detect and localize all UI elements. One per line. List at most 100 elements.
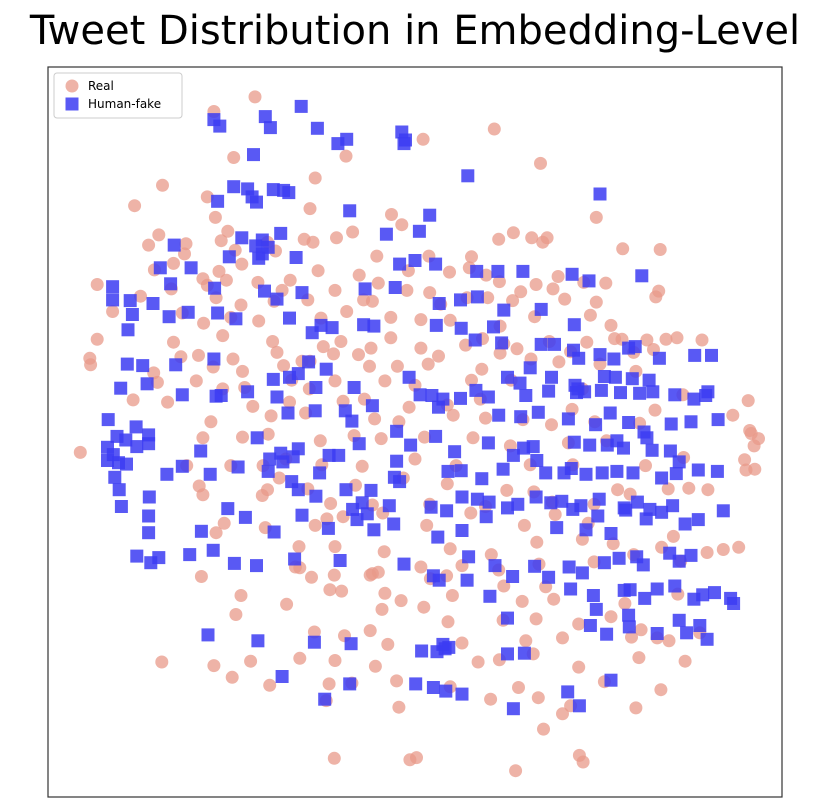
human-fake-point — [352, 437, 366, 451]
real-point — [306, 235, 320, 249]
human-fake-point — [270, 292, 284, 306]
human-fake-point — [114, 500, 128, 513]
human-fake-point — [283, 311, 296, 325]
human-fake-point — [432, 297, 446, 310]
real-point — [475, 362, 489, 376]
human-fake-point — [338, 404, 352, 418]
human-fake-point — [516, 264, 530, 278]
human-fake-point — [455, 524, 469, 537]
human-fake-point — [461, 169, 475, 183]
human-fake-point — [454, 293, 467, 307]
human-fake-point — [229, 312, 243, 326]
real-point — [700, 546, 714, 559]
human-fake-point — [572, 351, 586, 365]
human-fake-point — [211, 306, 225, 320]
human-fake-point — [705, 348, 718, 362]
human-fake-point — [534, 302, 548, 316]
human-fake-point — [672, 455, 686, 469]
real-point — [445, 589, 459, 602]
real-point — [90, 332, 104, 346]
real-point — [572, 748, 586, 762]
human-fake-point — [668, 388, 682, 402]
real-point — [255, 489, 269, 502]
human-fake-point — [497, 303, 511, 317]
human-fake-point — [250, 195, 263, 209]
human-fake-point — [318, 692, 332, 706]
real-point — [519, 634, 533, 648]
real-point — [629, 701, 643, 715]
human-fake-point — [526, 440, 540, 454]
human-fake-point — [652, 351, 666, 365]
real-point — [580, 335, 594, 349]
legend-box — [53, 72, 183, 119]
real-point — [266, 335, 280, 348]
human-fake-point — [343, 204, 357, 218]
human-fake-point — [344, 637, 358, 651]
human-fake-point — [684, 548, 698, 562]
human-fake-point — [506, 448, 520, 462]
human-fake-point — [136, 359, 150, 373]
human-fake-point — [345, 414, 359, 428]
real-point — [261, 427, 275, 441]
real-point — [625, 630, 638, 644]
human-fake-point — [687, 392, 701, 406]
plot-frame — [47, 66, 783, 798]
real-point — [392, 700, 406, 714]
human-fake-point — [146, 297, 160, 310]
human-fake-point — [666, 499, 680, 513]
real-point — [443, 542, 457, 556]
human-fake-point — [583, 438, 597, 452]
human-fake-point — [120, 357, 134, 371]
human-fake-point — [295, 286, 309, 300]
real-point — [414, 560, 428, 574]
human-fake-point — [119, 433, 133, 447]
human-fake-point — [235, 231, 249, 245]
real-point — [328, 654, 342, 667]
real-point — [661, 482, 675, 496]
human-fake-point — [276, 455, 290, 469]
real-point — [248, 90, 262, 104]
real-point — [167, 256, 180, 270]
real-point — [374, 432, 388, 446]
real-point — [323, 583, 337, 597]
real-point — [236, 364, 249, 378]
real-point — [441, 615, 455, 629]
real-point — [423, 286, 437, 300]
human-fake-point — [142, 509, 156, 523]
human-fake-point — [331, 137, 345, 151]
human-fake-point — [432, 573, 446, 587]
human-fake-point — [360, 507, 374, 521]
real-point — [604, 610, 618, 624]
real-point — [196, 488, 210, 502]
human-fake-point — [274, 226, 288, 240]
real-point — [385, 208, 398, 221]
real-point — [330, 231, 343, 245]
human-fake-point — [114, 381, 128, 395]
real-point — [556, 631, 569, 645]
legend: Real Human-fake — [53, 72, 183, 119]
human-fake-point — [289, 251, 303, 264]
human-fake-point — [604, 673, 618, 687]
human-fake-point — [684, 415, 698, 429]
real-point — [529, 278, 543, 291]
real-point — [322, 677, 336, 691]
real-point — [648, 403, 662, 417]
real-point — [155, 655, 169, 669]
human-fake-point — [481, 436, 495, 450]
human-fake-point — [614, 386, 627, 400]
real-point — [640, 333, 654, 347]
human-fake-point — [594, 383, 608, 397]
human-fake-point — [393, 475, 407, 489]
human-fake-point — [211, 194, 225, 208]
real-point — [212, 264, 226, 278]
human-fake-point — [693, 619, 707, 632]
real-point — [313, 434, 327, 448]
human-fake-point — [597, 556, 611, 570]
human-fake-point — [347, 381, 361, 394]
human-fake-point — [208, 281, 222, 295]
real-point — [365, 294, 379, 308]
human-fake-point — [309, 381, 323, 394]
real-point — [229, 608, 243, 621]
human-fake-point — [531, 405, 545, 419]
